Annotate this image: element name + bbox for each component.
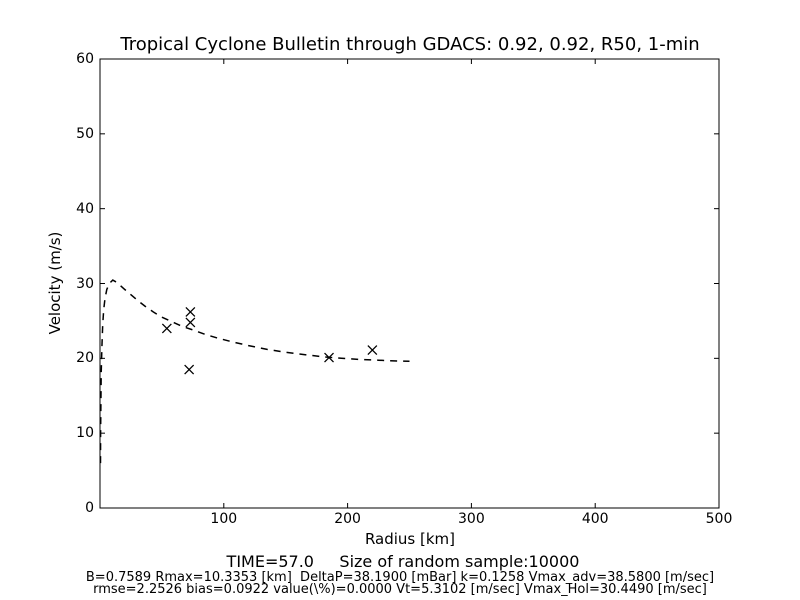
x-tick-label: 100	[210, 511, 238, 527]
bulletin-observations-x-marker	[185, 317, 196, 328]
bulletin-observations-x-marker	[324, 352, 334, 363]
x-axis-label: Radius [km]	[364, 530, 456, 548]
bulletin-observations-x-marker	[161, 323, 172, 334]
y-tick-label: 30	[76, 275, 94, 292]
chart-title: Tropical Cyclone Bulletin through GDACS:…	[120, 34, 700, 55]
x-tick-label: 200	[334, 511, 361, 527]
y-tick-label: 40	[76, 200, 94, 217]
x-tick-label: 500	[705, 511, 733, 527]
y-tick-label: 60	[76, 51, 94, 67]
y-tick-label: 10	[76, 425, 94, 442]
params-annotation-line1: B=0.7589 Rmax=10.3353 [km] DeltaP=38.190…	[85, 570, 715, 585]
y-tick-label: 0	[85, 500, 94, 516]
y-tick-label: 20	[76, 350, 94, 367]
y-tick-label: 50	[76, 125, 94, 142]
bulletin-observations-x-marker	[185, 306, 196, 317]
plot-frame	[99, 58, 720, 509]
x-tick-label: 300	[458, 511, 485, 527]
holland-wind-profile-curve	[99, 279, 410, 464]
bulletin-observations-x-marker	[367, 345, 378, 356]
bulletin-observations-x-marker	[184, 364, 195, 375]
x-tick-label: 400	[581, 511, 609, 527]
params-annotation-line2: rmse=2.2526 bias=0.0922 value(\%)=0.0000…	[93, 582, 707, 597]
time-sample-annotation: TIME=57.0 Size of random sample:10000	[226, 552, 580, 571]
